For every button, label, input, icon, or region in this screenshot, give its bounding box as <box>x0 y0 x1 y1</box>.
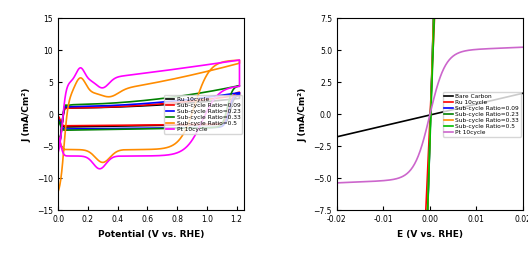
Bare Carbon <box>334 135 340 138</box>
Pt 10cycle <box>447 57 454 60</box>
Sub-cycle Ratio=0.23 <box>55 118 61 121</box>
Sub-cycle Ratio=0.23 <box>105 127 111 130</box>
Bare Carbon <box>520 92 526 95</box>
Ru 10cycle <box>105 125 111 128</box>
X-axis label: E (V vs. RHE): E (V vs. RHE) <box>397 230 463 239</box>
Line: Sub-cycle Ratio=0.09: Sub-cycle Ratio=0.09 <box>58 92 240 147</box>
Sub-cycle Ratio=0.5 <box>77 76 83 79</box>
Ru 10cycle <box>237 94 243 97</box>
Sub-cycle Ratio=0.33 <box>77 103 83 106</box>
Line: Sub-cycle Ratio=0.09: Sub-cycle Ratio=0.09 <box>337 0 523 263</box>
Pt 10cycle <box>105 160 111 163</box>
Pt 10cycle <box>77 66 83 69</box>
Sub-cycle Ratio=0.23 <box>197 126 204 129</box>
Line: Ru 10cycle: Ru 10cycle <box>58 95 240 145</box>
Sub-cycle Ratio=0.33 <box>55 148 61 151</box>
Sub-cycle Ratio=0.5 <box>142 148 148 151</box>
Pt 10cycle <box>97 167 103 170</box>
Sub-cycle Ratio=0.09 <box>105 124 111 127</box>
Line: Ru 10cycle: Ru 10cycle <box>337 0 523 263</box>
Ru 10cycle <box>186 123 193 127</box>
Sub-cycle Ratio=0.5 <box>105 158 111 161</box>
Ru 10cycle <box>142 124 148 127</box>
Line: Sub-cycle Ratio=0.5: Sub-cycle Ratio=0.5 <box>337 0 523 263</box>
Pt 10cycle <box>55 135 61 138</box>
Pt 10cycle <box>334 181 341 184</box>
Line: Sub-cycle Ratio=0.33: Sub-cycle Ratio=0.33 <box>337 0 523 263</box>
Line: Sub-cycle Ratio=0.23: Sub-cycle Ratio=0.23 <box>58 93 240 147</box>
Sub-cycle Ratio=0.33 <box>207 126 213 129</box>
Sub-cycle Ratio=0.5 <box>197 87 204 90</box>
Sub-cycle Ratio=0.09 <box>55 115 61 118</box>
Pt 10cycle <box>186 142 193 145</box>
Bare Carbon <box>334 135 341 138</box>
Pt 10cycle <box>334 181 340 184</box>
Sub-cycle Ratio=0.23 <box>55 145 61 149</box>
Line: Pt 10cycle: Pt 10cycle <box>58 60 240 169</box>
Line: Bare Carbon: Bare Carbon <box>337 93 523 137</box>
Ru 10cycle <box>197 123 204 126</box>
Line: Pt 10cycle: Pt 10cycle <box>337 47 523 183</box>
Y-axis label: J (mA/Cm²): J (mA/Cm²) <box>23 87 32 141</box>
X-axis label: Potential (V vs. RHE): Potential (V vs. RHE) <box>98 230 204 239</box>
Sub-cycle Ratio=0.33 <box>55 119 61 122</box>
Sub-cycle Ratio=0.33 <box>142 127 148 130</box>
Pt 10cycle <box>445 60 451 64</box>
Sub-cycle Ratio=0.5 <box>237 59 243 62</box>
Sub-cycle Ratio=0.09 <box>237 91 243 94</box>
Ru 10cycle <box>207 123 213 126</box>
Bare Carbon <box>447 109 454 112</box>
Sub-cycle Ratio=0.23 <box>237 91 243 94</box>
Line: Sub-cycle Ratio=0.33: Sub-cycle Ratio=0.33 <box>58 86 240 149</box>
Pt 10cycle <box>444 62 450 65</box>
Y-axis label: J (mA/Cm²): J (mA/Cm²) <box>299 87 308 141</box>
Pt 10cycle <box>237 58 243 62</box>
Pt 10cycle <box>55 151 61 154</box>
Sub-cycle Ratio=0.09 <box>77 106 83 109</box>
Sub-cycle Ratio=0.09 <box>55 145 61 149</box>
Legend: Ru 10cycle, Sub-cycle Ratio=0.09, Sub-cycle Ratio=0.23, Sub-cycle Ratio=0.33, Su: Ru 10cycle, Sub-cycle Ratio=0.09, Sub-cy… <box>164 95 242 134</box>
Sub-cycle Ratio=0.33 <box>237 84 243 87</box>
Bare Carbon <box>502 96 508 99</box>
Line: Sub-cycle Ratio=0.23: Sub-cycle Ratio=0.23 <box>337 0 523 263</box>
Ru 10cycle <box>77 106 83 109</box>
Sub-cycle Ratio=0.5 <box>55 135 61 138</box>
Pt 10cycle <box>207 104 213 107</box>
Sub-cycle Ratio=0.5 <box>186 119 193 122</box>
Pt 10cycle <box>197 123 204 127</box>
Sub-cycle Ratio=0.33 <box>186 127 193 130</box>
Sub-cycle Ratio=0.23 <box>186 126 193 129</box>
Sub-cycle Ratio=0.33 <box>197 126 204 129</box>
Sub-cycle Ratio=0.23 <box>142 127 148 130</box>
Bare Carbon <box>444 109 450 113</box>
Legend: Bare Carbon, Ru 10cycle, Sub-cycle Ratio=0.09, Sub-cycle Ratio=0.23, Sub-cycle R: Bare Carbon, Ru 10cycle, Sub-cycle Ratio… <box>442 92 521 136</box>
Ru 10cycle <box>55 116 61 119</box>
Sub-cycle Ratio=0.23 <box>207 126 213 129</box>
Sub-cycle Ratio=0.09 <box>186 123 193 126</box>
Sub-cycle Ratio=0.33 <box>105 128 111 131</box>
Sub-cycle Ratio=0.09 <box>142 123 148 127</box>
Pt 10cycle <box>142 154 148 158</box>
Sub-cycle Ratio=0.09 <box>207 123 213 126</box>
Sub-cycle Ratio=0.5 <box>55 190 61 193</box>
Sub-cycle Ratio=0.5 <box>207 69 213 72</box>
Sub-cycle Ratio=0.09 <box>197 123 204 126</box>
Ru 10cycle <box>55 143 61 146</box>
Pt 10cycle <box>491 47 497 50</box>
Sub-cycle Ratio=0.23 <box>77 105 83 108</box>
Line: Sub-cycle Ratio=0.5: Sub-cycle Ratio=0.5 <box>58 60 240 192</box>
Bare Carbon <box>445 109 451 113</box>
Pt 10cycle <box>520 46 526 49</box>
Pt 10cycle <box>502 46 508 49</box>
Bare Carbon <box>491 99 497 102</box>
